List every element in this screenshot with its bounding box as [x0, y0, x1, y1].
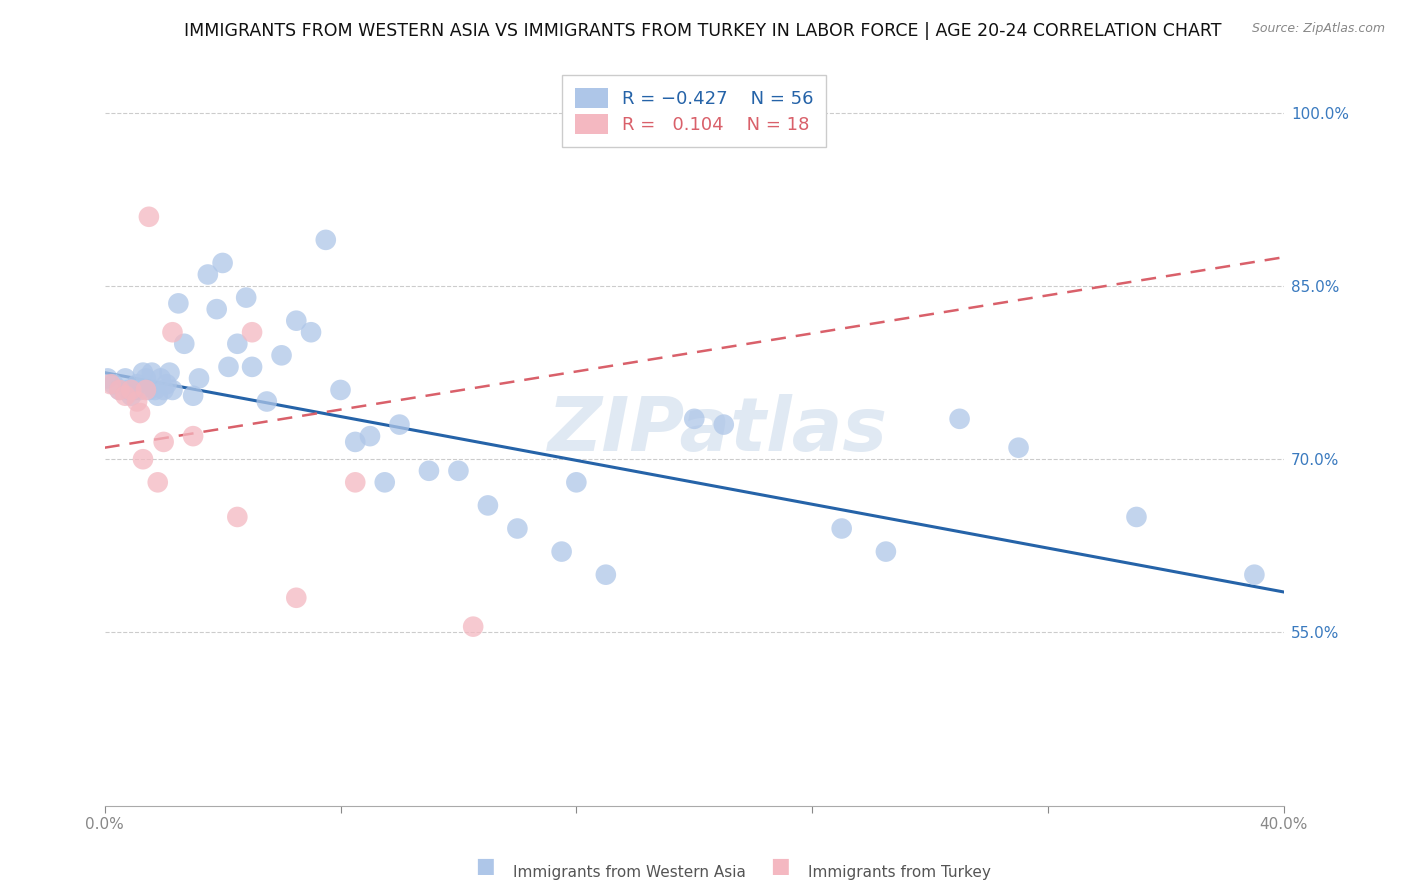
Point — [129, 383, 152, 397]
Point — [129, 406, 152, 420]
Point — [149, 371, 172, 385]
Point — [122, 383, 145, 397]
Point — [315, 233, 337, 247]
Point — [949, 412, 972, 426]
Point — [167, 296, 190, 310]
Point — [143, 383, 166, 397]
Point — [506, 521, 529, 535]
Point — [374, 475, 396, 490]
Point — [152, 434, 174, 449]
Point — [550, 544, 572, 558]
Point — [127, 377, 149, 392]
Point — [299, 325, 322, 339]
Point — [285, 591, 308, 605]
Point — [132, 452, 155, 467]
Point — [205, 302, 228, 317]
Point — [155, 377, 177, 392]
Text: Immigrants from Western Asia: Immigrants from Western Asia — [513, 865, 747, 880]
Point — [285, 314, 308, 328]
Point — [162, 383, 184, 397]
Point — [173, 336, 195, 351]
Point — [226, 336, 249, 351]
Point — [329, 383, 352, 397]
Point — [120, 389, 142, 403]
Point — [235, 291, 257, 305]
Point — [565, 475, 588, 490]
Point — [831, 521, 853, 535]
Text: IMMIGRANTS FROM WESTERN ASIA VS IMMIGRANTS FROM TURKEY IN LABOR FORCE | AGE 20-2: IMMIGRANTS FROM WESTERN ASIA VS IMMIGRAN… — [184, 22, 1222, 40]
Point — [181, 389, 204, 403]
Point — [211, 256, 233, 270]
Point — [256, 394, 278, 409]
Point — [108, 383, 131, 397]
Point — [359, 429, 381, 443]
Point — [218, 359, 240, 374]
Point — [127, 394, 149, 409]
Text: ■: ■ — [475, 856, 495, 876]
Point — [683, 412, 706, 426]
Point — [108, 383, 131, 397]
Point — [270, 348, 292, 362]
Text: ZIPatlas: ZIPatlas — [548, 394, 887, 467]
Point — [146, 389, 169, 403]
Point — [162, 325, 184, 339]
Point — [114, 389, 136, 403]
Point — [240, 359, 263, 374]
Point — [132, 366, 155, 380]
Legend: R = −0.427    N = 56, R =   0.104    N = 18: R = −0.427 N = 56, R = 0.104 N = 18 — [562, 76, 827, 147]
Point — [344, 434, 367, 449]
Point — [97, 371, 120, 385]
Point — [197, 268, 219, 282]
Point — [388, 417, 411, 432]
Point — [181, 429, 204, 443]
Point — [344, 475, 367, 490]
Point — [103, 377, 125, 392]
Point — [463, 620, 485, 634]
Text: Source: ZipAtlas.com: Source: ZipAtlas.com — [1251, 22, 1385, 36]
Point — [240, 325, 263, 339]
Point — [1243, 567, 1265, 582]
Text: Immigrants from Turkey: Immigrants from Turkey — [808, 865, 991, 880]
Text: ■: ■ — [770, 856, 790, 876]
Point — [135, 383, 157, 397]
Point — [875, 544, 897, 558]
Point — [141, 366, 163, 380]
Point — [117, 383, 139, 397]
Point — [1125, 510, 1147, 524]
Point — [138, 210, 160, 224]
Point — [418, 464, 440, 478]
Point — [1007, 441, 1029, 455]
Point — [159, 366, 181, 380]
Point — [595, 567, 617, 582]
Point — [477, 499, 499, 513]
Point — [114, 371, 136, 385]
Point — [447, 464, 470, 478]
Point — [188, 371, 211, 385]
Point — [120, 383, 142, 397]
Point — [146, 475, 169, 490]
Point — [713, 417, 735, 432]
Point — [135, 371, 157, 385]
Point — [226, 510, 249, 524]
Point — [138, 383, 160, 397]
Point — [152, 383, 174, 397]
Point — [100, 377, 122, 392]
